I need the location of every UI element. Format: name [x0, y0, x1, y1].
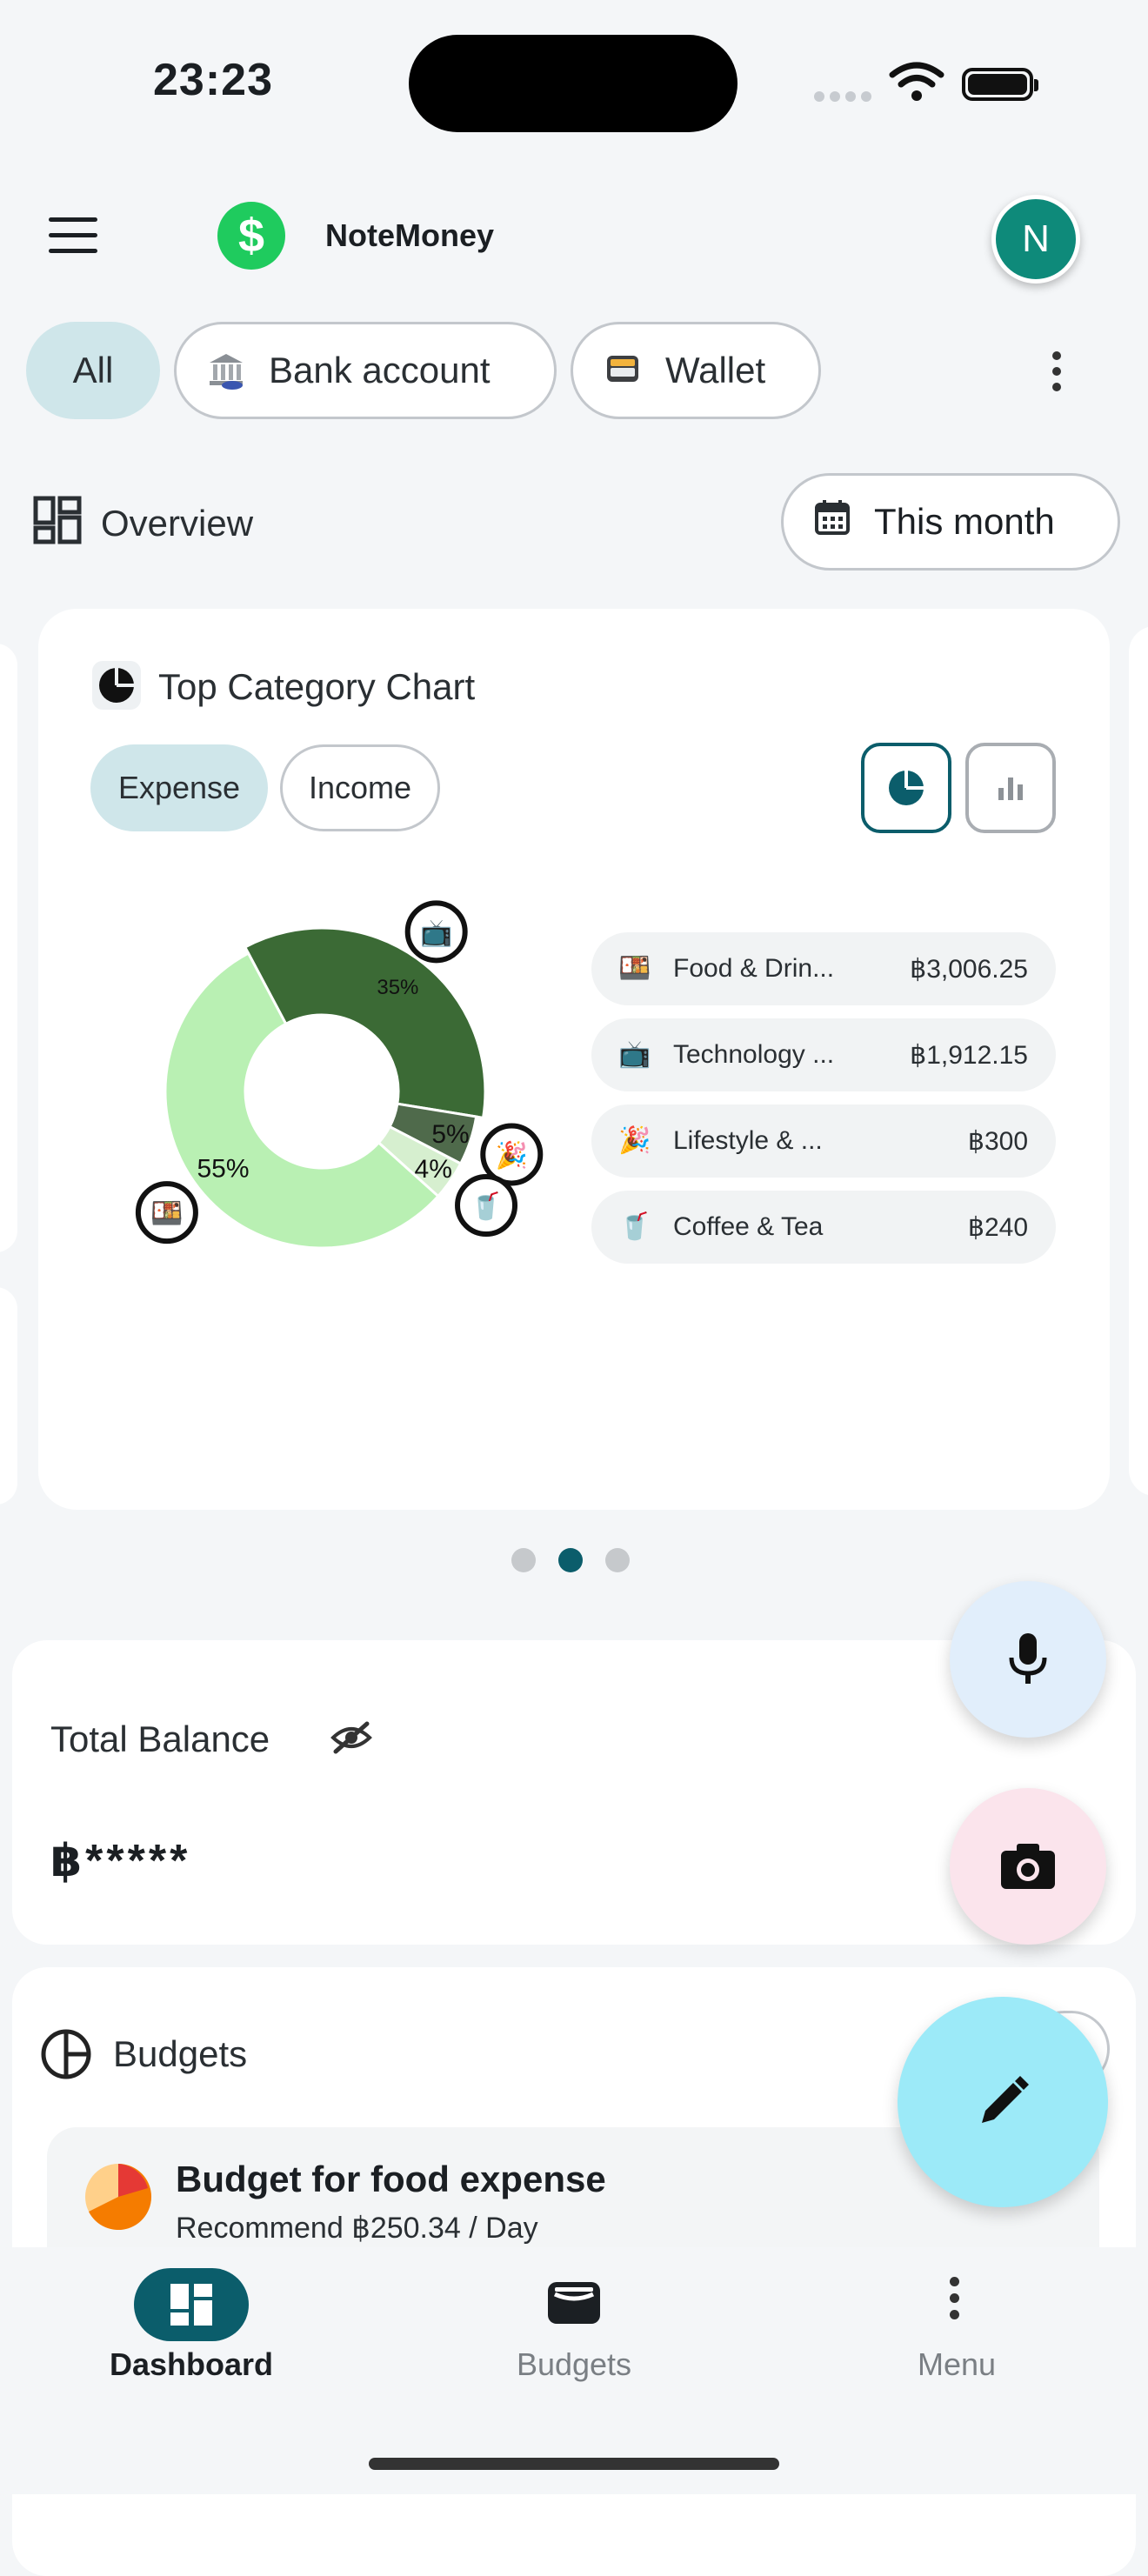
filter-chip-bank-account[interactable]: Bank account — [174, 322, 557, 419]
calendar-icon — [813, 498, 851, 545]
donut-percent-label: 35% — [377, 976, 418, 999]
legend-item-value: ฿3,006.25 — [910, 954, 1028, 984]
camera-button[interactable] — [950, 1788, 1106, 1945]
overview-label: Overview — [101, 503, 254, 544]
hamburger-menu-icon[interactable] — [49, 217, 97, 264]
microphone-icon — [1009, 1633, 1047, 1684]
total-balance-value: ฿***** — [50, 1836, 191, 1886]
filter-chip-bank-label: Bank account — [269, 350, 491, 390]
add-note-button[interactable] — [898, 1997, 1108, 2207]
lifestyle-category-icon: 🎉 — [618, 1126, 651, 1155]
nav-menu-icon[interactable] — [950, 2277, 960, 2326]
voice-input-button[interactable] — [950, 1581, 1106, 1738]
period-selector-button[interactable]: This month — [781, 473, 1120, 571]
tab-income[interactable]: Income — [280, 744, 440, 831]
bar-view-toggle-button[interactable] — [965, 743, 1056, 833]
legend-item-lifestyle[interactable]: 🎉 Lifestyle & ... ฿300 — [591, 1104, 1056, 1178]
legend-item-technology[interactable]: 📺 Technology ... ฿1,912.15 — [591, 1018, 1056, 1091]
pager-dot-active[interactable] — [558, 1548, 583, 1572]
donut-percent-label: 55% — [197, 1155, 250, 1184]
app-title: NoteMoney — [325, 217, 495, 253]
chart-card-title: Top Category Chart — [158, 666, 476, 707]
total-balance-label: Total Balance — [50, 1718, 270, 1759]
period-selector-label: This month — [874, 501, 1055, 542]
battery-icon — [962, 68, 1038, 101]
wallet-icon — [603, 350, 643, 390]
filter-chip-all[interactable]: All — [26, 322, 160, 419]
tab-expense[interactable]: Expense — [90, 744, 268, 831]
svg-text:🎉: 🎉 — [496, 1139, 528, 1171]
svg-text:🥤: 🥤 — [470, 1191, 502, 1221]
svg-text:📺: 📺 — [420, 918, 452, 947]
nav-menu-label[interactable]: Menu — [917, 2346, 997, 2382]
legend-item-name: Food & Drin... — [673, 954, 835, 983]
budget-item-subtitle: Recommend ฿250.34 / Day — [176, 2212, 538, 2245]
filter-chip-all-label: All — [72, 350, 114, 390]
donut-slice-food-drink[interactable] — [164, 951, 440, 1250]
technology-category-icon: 📺 — [618, 1040, 651, 1069]
bank-icon — [206, 350, 246, 390]
wallet-nav-icon[interactable] — [546, 2279, 602, 2332]
donut-category-badge: 🍱 — [135, 1181, 198, 1245]
legend-item-value: ฿240 — [967, 1212, 1028, 1242]
carousel-prev-card-peek[interactable] — [0, 644, 17, 1252]
dashboard-grid-icon — [33, 496, 82, 549]
svg-text:🍱: 🍱 — [150, 1199, 183, 1228]
filter-chip-wallet[interactable]: Wallet — [571, 322, 821, 419]
budget-item-title: Budget for food expense — [176, 2159, 606, 2199]
budgets-pie-icon — [40, 2028, 92, 2085]
donut-category-badge: 🥤 — [455, 1174, 518, 1238]
legend-item-value: ฿1,912.15 — [910, 1040, 1028, 1070]
coffee-category-icon: 🥤 — [618, 1212, 651, 1241]
status-time: 23:23 — [153, 55, 273, 105]
budgets-section-title: Budgets — [113, 2033, 248, 2074]
dynamic-island — [409, 35, 738, 132]
donut-category-badge: 📺 — [404, 900, 468, 964]
donut-chart: 35% 📺 5% 🎉 4% 🥤 55% 🍱 — [135, 900, 544, 1250]
pie-view-toggle-button[interactable] — [861, 743, 951, 833]
legend-item-coffee[interactable]: 🥤 Coffee & Tea ฿240 — [591, 1191, 1056, 1264]
pencil-icon — [982, 2076, 1029, 2123]
chart-legend: 🍱 Food & Drin... ฿3,006.25 📺 Technology … — [591, 932, 1056, 1277]
nav-dashboard-label[interactable]: Dashboard — [109, 2346, 274, 2382]
donut-slice-technology[interactable] — [243, 926, 487, 1120]
wifi-icon — [889, 61, 944, 107]
legend-item-name: Technology ... — [673, 1040, 835, 1069]
legend-item-name: Lifestyle & ... — [673, 1126, 823, 1155]
donut-percent-label: 5% — [431, 1120, 469, 1149]
filter-chip-wallet-label: Wallet — [665, 350, 766, 390]
food-category-icon: 🍱 — [618, 954, 651, 983]
avatar[interactable]: N — [991, 195, 1080, 284]
app-logo: $ — [217, 202, 285, 270]
donut-category-badge: 🎉 — [480, 1123, 544, 1186]
carousel-prev-card-peek-lower — [0, 1287, 17, 1505]
home-indicator — [369, 2458, 779, 2470]
legend-item-value: ฿300 — [967, 1126, 1028, 1156]
dashboard-icon — [170, 2284, 212, 2326]
pager-dot[interactable] — [511, 1548, 536, 1572]
donut-percent-label: 4% — [415, 1155, 452, 1184]
pager-dot[interactable] — [605, 1548, 630, 1572]
pie-chart-icon — [92, 661, 141, 710]
camera-icon — [1001, 1844, 1055, 1889]
legend-item-name: Coffee & Tea — [673, 1212, 824, 1241]
carousel-pager[interactable] — [511, 1548, 652, 1572]
bar-chart-icon — [998, 777, 1023, 800]
nav-dashboard-button[interactable] — [134, 2268, 249, 2341]
cellular-signal-icon — [814, 90, 877, 106]
carousel-next-card-peek[interactable] — [1129, 626, 1148, 1496]
pie-view-icon — [889, 771, 924, 805]
budget-progress-icon — [83, 2162, 153, 2236]
total-balance-card — [12, 1640, 1136, 1945]
visibility-off-icon[interactable] — [330, 1720, 372, 1759]
more-options-icon[interactable] — [1052, 351, 1063, 398]
nav-budgets-label[interactable]: Budgets — [516, 2346, 632, 2382]
legend-item-food[interactable]: 🍱 Food & Drin... ฿3,006.25 — [591, 932, 1056, 1005]
